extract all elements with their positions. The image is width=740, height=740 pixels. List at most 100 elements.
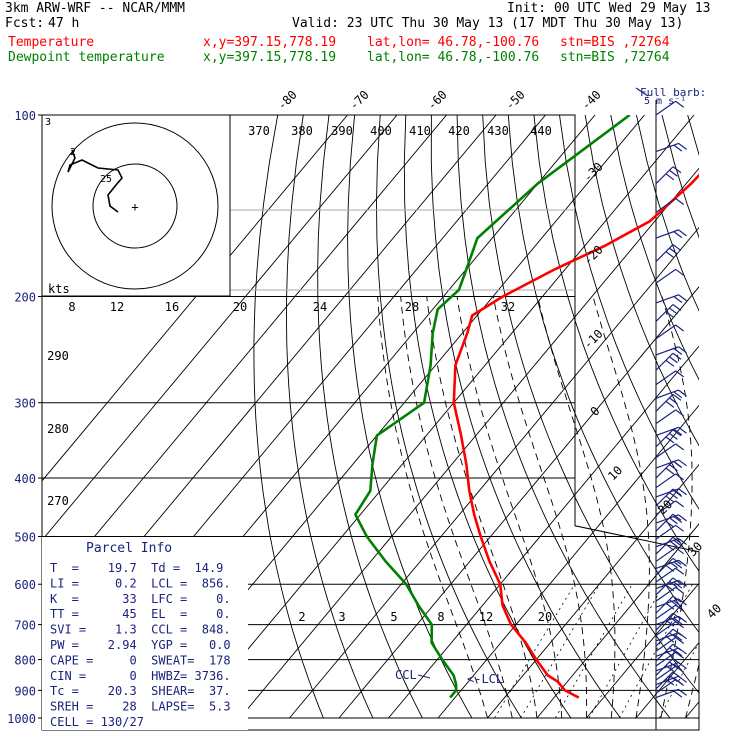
parcel-info-row: TT = 45 EL = 0. xyxy=(50,607,231,621)
hodograph-height-label: 2 xyxy=(70,147,76,158)
wind-barb xyxy=(655,628,682,647)
mixing-ratio-label: 24 xyxy=(313,300,327,314)
hodograph-center-marker: + xyxy=(131,200,138,214)
hodograph-kts-label: kts xyxy=(48,282,70,296)
temperature-station: stn=BIS ,72764 xyxy=(560,35,670,50)
top-temperature-label: -80 xyxy=(275,88,300,113)
dry-adiabat xyxy=(482,115,699,694)
top-temperature-label: -50 xyxy=(503,88,528,113)
wind-barb xyxy=(655,567,685,583)
hodograph-frame xyxy=(41,114,231,297)
isotherm-line xyxy=(735,115,740,718)
dewpoint-latlon: lat,lon= 46.78,-100.76 xyxy=(367,50,540,65)
mixing-ratio-label: 2 xyxy=(298,610,305,624)
ccl-marker-arrow xyxy=(417,674,431,679)
wind-barb xyxy=(655,459,687,469)
barb-legend-title: Full barb: xyxy=(640,86,706,99)
wind-barb xyxy=(655,429,682,448)
moist-adiabat xyxy=(377,296,488,719)
wind-barb xyxy=(655,598,687,608)
isotherm-line xyxy=(437,404,699,719)
right-temperature-label: 10 xyxy=(605,463,625,483)
pressure-tick-label: 500 xyxy=(14,530,36,544)
dry-adiabat xyxy=(584,115,699,447)
right-temperature-label: 40 xyxy=(704,601,724,621)
isotherm-line xyxy=(42,115,348,482)
parcel-info-row: PW = 2.94 YGP = 0.0 xyxy=(50,638,231,652)
moist-adiabat xyxy=(710,297,740,719)
top-temperature-label: -70 xyxy=(347,88,372,113)
parcel-info-title: Parcel Info xyxy=(86,541,172,556)
pressure-tick-label: 300 xyxy=(14,397,36,411)
dewpoint-xy: x,y=397.15,778.19 xyxy=(203,50,337,65)
wind-barb xyxy=(655,679,685,694)
parcel-panel-background xyxy=(42,537,248,730)
dry-adiabat xyxy=(347,115,473,719)
mixing-ratio-label: 12 xyxy=(479,610,493,624)
theta-label: 400 xyxy=(370,124,392,138)
parcel-info-row: CIN = 0 HWBZ= 3736. xyxy=(50,669,231,683)
temperature-latlon: lat,lon= 46.78,-100.76 xyxy=(367,35,540,50)
wind-barb xyxy=(655,352,682,371)
parcel-info-row: LI = 0.2 LCL = 856. xyxy=(50,576,231,590)
moist-adiabat xyxy=(735,297,740,719)
mixing-ratio-label: 16 xyxy=(165,300,179,314)
top-temperature-label: -40 xyxy=(579,88,604,113)
mixing-ratio-label: 3 xyxy=(338,610,345,624)
wind-barb xyxy=(655,665,685,681)
wind-barb xyxy=(655,324,685,340)
pressure-tick-label: 800 xyxy=(14,654,36,668)
wind-barb xyxy=(655,393,682,412)
mixing-ratio-label: 8 xyxy=(68,300,75,314)
theta-label: 420 xyxy=(448,124,470,138)
wind-barb xyxy=(655,688,687,699)
wind-barb xyxy=(655,500,685,516)
dry-adiabat xyxy=(376,115,522,719)
moist-adiabat xyxy=(426,296,538,719)
wind-barb xyxy=(655,559,687,570)
mixing-ratio-label: 8 xyxy=(437,610,444,624)
wind-barb xyxy=(655,524,685,540)
dewpoint-legend: Dewpoint temperature xyxy=(8,50,165,65)
isotherm-line xyxy=(338,286,699,719)
wind-barb xyxy=(655,244,682,262)
hodograph-ring-20 xyxy=(51,122,219,290)
right-temperature-label: -30 xyxy=(581,160,606,185)
wind-barb xyxy=(655,615,687,626)
mixing-ratio-label: 5 xyxy=(390,610,397,624)
isotherm-line xyxy=(190,115,695,719)
wind-barb xyxy=(655,443,685,459)
mixing-ratio-line xyxy=(494,583,576,719)
mixing-ratio-label: 20 xyxy=(233,300,247,314)
wind-barb xyxy=(655,473,685,489)
wind-barb xyxy=(655,488,682,507)
dewpoint-station: stn=BIS ,72764 xyxy=(560,50,670,65)
isotherm-line xyxy=(239,167,699,719)
init-time: Init: 00 UTC Wed 29 May 13 xyxy=(507,1,711,16)
temperature-legend: Temperature xyxy=(8,35,95,50)
wind-barb xyxy=(655,595,682,614)
dry-adiabat xyxy=(661,115,699,239)
wind-barb xyxy=(655,604,685,620)
barb-legend-units: 5 m s⁻¹ xyxy=(644,96,686,107)
hodograph-trace xyxy=(67,149,123,213)
forecast-hours: 47 h xyxy=(48,16,80,31)
right-temperature-label: 30 xyxy=(685,539,705,559)
isotherm-line xyxy=(42,115,447,601)
wind-barb xyxy=(655,426,687,437)
moist-adiabat xyxy=(537,296,616,719)
dry-adiabat xyxy=(317,115,423,719)
moist-adiabat xyxy=(685,662,699,719)
isotherm-line xyxy=(536,523,699,719)
wind-barb xyxy=(655,636,685,652)
dry-adiabat xyxy=(713,115,740,718)
theta-label: 280 xyxy=(47,422,69,436)
wind-barb xyxy=(655,612,682,631)
pressure-tick-label: 900 xyxy=(14,684,36,698)
wind-barb xyxy=(655,100,685,116)
theta-label: 440 xyxy=(530,124,552,138)
wind-barb xyxy=(655,229,687,239)
lcl-marker-label: <-LCL xyxy=(467,672,503,686)
theta-label: 410 xyxy=(409,124,431,138)
mixing-ratio-label: 32 xyxy=(501,300,515,314)
